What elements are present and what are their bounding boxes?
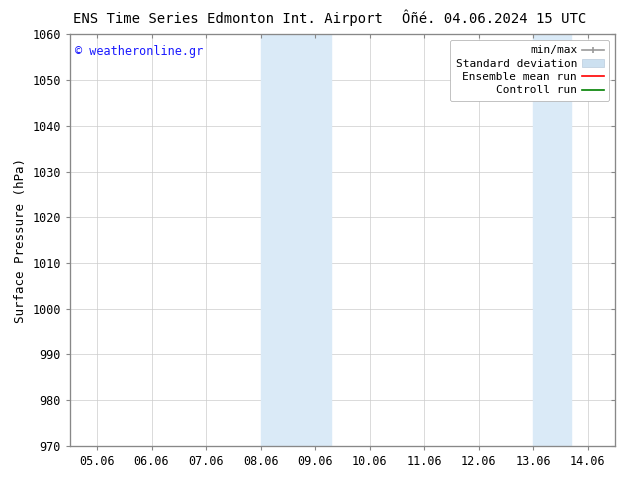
Bar xyxy=(261,34,332,446)
Text: ENS Time Series Edmonton Int. Airport: ENS Time Series Edmonton Int. Airport xyxy=(74,12,383,26)
Text: Ôñé. 04.06.2024 15 UTC: Ôñé. 04.06.2024 15 UTC xyxy=(403,12,586,26)
Y-axis label: Surface Pressure (hPa): Surface Pressure (hPa) xyxy=(14,158,27,322)
Legend: min/max, Standard deviation, Ensemble mean run, Controll run: min/max, Standard deviation, Ensemble me… xyxy=(450,40,609,101)
Bar xyxy=(533,34,571,446)
Text: © weatheronline.gr: © weatheronline.gr xyxy=(75,45,204,58)
